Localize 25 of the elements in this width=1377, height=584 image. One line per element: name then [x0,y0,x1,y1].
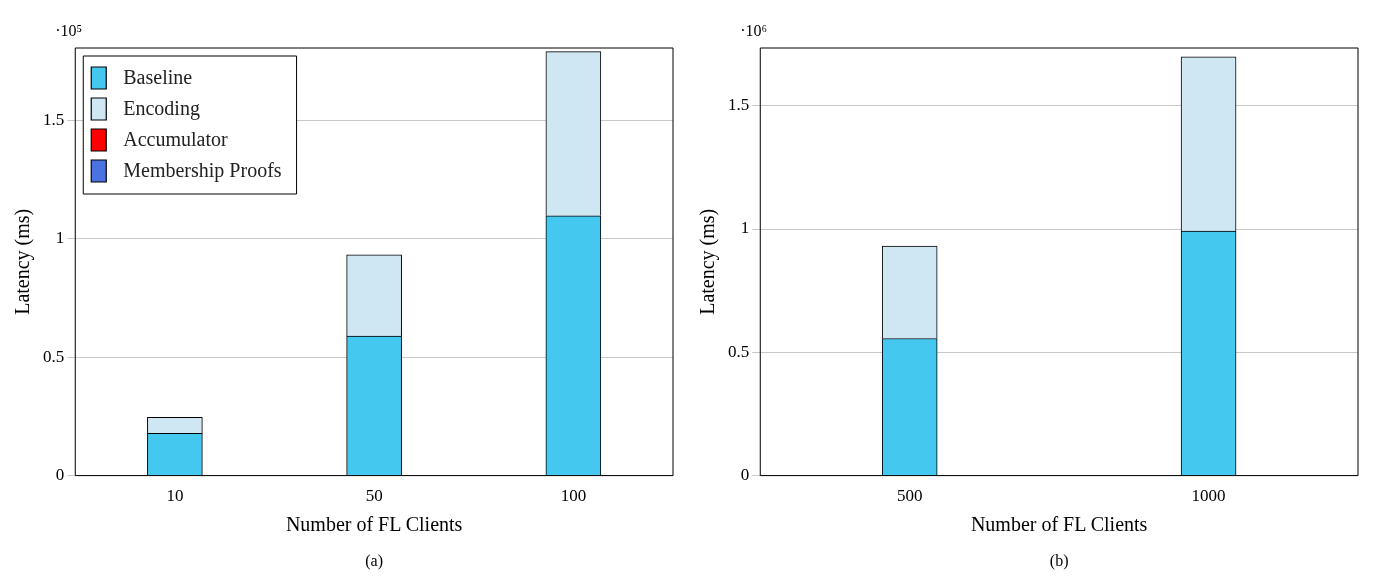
text: (b) [1049,552,1069,571]
legend-label: Baseline [123,66,193,89]
legend-label: Encoding [123,97,200,121]
legend-label: Membership Proofs [123,159,282,183]
y-axis-title: Latency (ms) [11,208,35,315]
x-tick-label: 50 [365,486,383,506]
y-tick-label: 1.5 [728,95,750,115]
x-axis-title: Number of FL Clients [285,513,463,536]
x-tick-label: 100 [560,486,587,506]
y-axis-title: Latency (ms) [696,208,720,315]
y-tick-label: 0.5 [43,346,65,366]
text: ·10⁶ [740,22,768,40]
text: ·10⁵ [55,22,83,40]
y-tick-label: 1 [740,218,750,238]
text: (a) [365,552,384,571]
y-tick-label: 0 [740,465,750,485]
x-tick-label: 10 [166,486,184,506]
x-axis-title: Number of FL Clients [970,513,1148,536]
y-tick-label: 0.5 [728,341,750,361]
x-tick-label: 500 [896,486,923,506]
y-tick-label: 1.5 [43,109,65,129]
y-tick-label: 1 [55,228,65,248]
legend-label: Accumulator [123,128,228,151]
y-tick-label: 0 [55,465,65,485]
x-tick-label: 1000 [1191,486,1226,506]
